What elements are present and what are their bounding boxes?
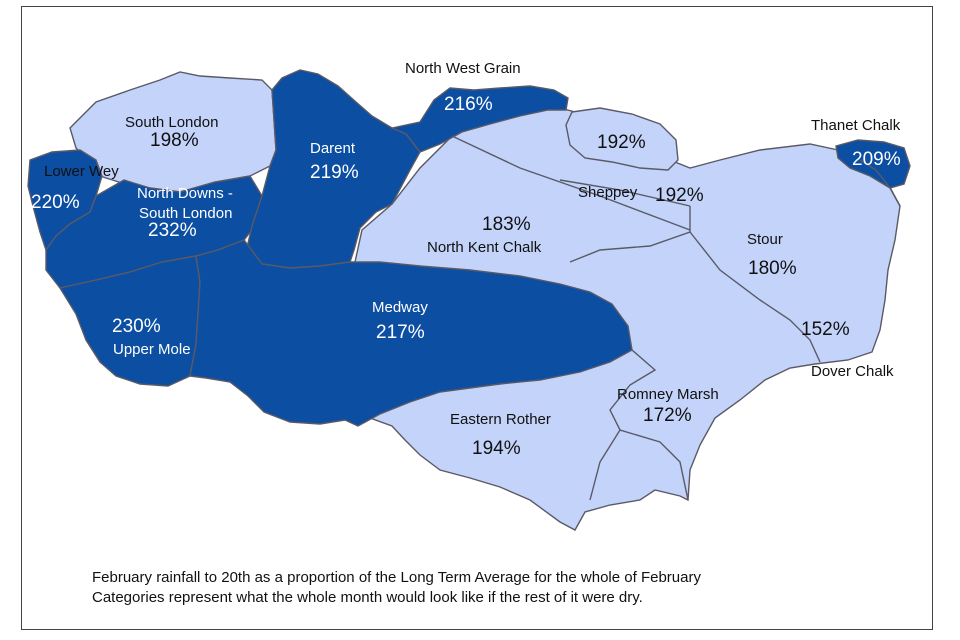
caption-line-2: Categories represent what the whole mont… — [92, 589, 643, 606]
value-north-west-grain: 216% — [444, 94, 493, 115]
label-medway: Medway — [372, 299, 428, 316]
medway-region — [189, 239, 633, 427]
caption-line-1: February rainfall to 20th as a proportio… — [92, 569, 701, 586]
map-caption: February rainfall to 20th as a proportio… — [92, 568, 922, 608]
north-west-grain-region — [389, 85, 569, 153]
value-isle-unnamed: 192% — [597, 132, 646, 153]
value-south-london: 198% — [150, 130, 199, 151]
label-romney-marsh: Romney Marsh — [617, 386, 719, 403]
label-north-downs-2: South London — [139, 205, 232, 222]
value-north-downs: 232% — [148, 220, 197, 241]
value-eastern-rother: 194% — [472, 438, 521, 459]
label-sheppey: Sheppey — [578, 184, 638, 201]
value-dover-chalk: 152% — [801, 319, 850, 340]
label-stour: Stour — [747, 231, 783, 248]
label-thanet-chalk: Thanet Chalk — [811, 117, 901, 134]
value-upper-mole: 230% — [112, 316, 161, 337]
label-south-london: South London — [125, 114, 218, 131]
label-north-kent-chalk: North Kent Chalk — [427, 239, 542, 256]
label-lower-wey: Lower Wey — [44, 163, 119, 180]
label-upper-mole: Upper Mole — [113, 341, 191, 358]
value-stour: 180% — [748, 258, 797, 279]
value-lower-wey: 220% — [31, 192, 80, 213]
value-medway: 217% — [376, 322, 425, 343]
label-eastern-rother: Eastern Rother — [450, 411, 551, 428]
darent-region — [245, 69, 421, 269]
value-sheppey: 192% — [655, 185, 704, 206]
label-dover-chalk: Dover Chalk — [811, 363, 894, 380]
value-darent: 219% — [310, 162, 359, 183]
value-thanet-chalk: 209% — [852, 149, 901, 170]
label-north-downs-1: North Downs - — [137, 185, 233, 202]
value-romney-marsh: 172% — [643, 405, 692, 426]
region-borders — [451, 135, 901, 501]
sheppey-island — [565, 107, 679, 171]
label-north-west-grain: North West Grain — [405, 60, 521, 77]
value-north-kent-chalk: 183% — [482, 214, 531, 235]
label-darent: Darent — [310, 140, 356, 157]
thanet-chalk-region — [835, 139, 911, 189]
